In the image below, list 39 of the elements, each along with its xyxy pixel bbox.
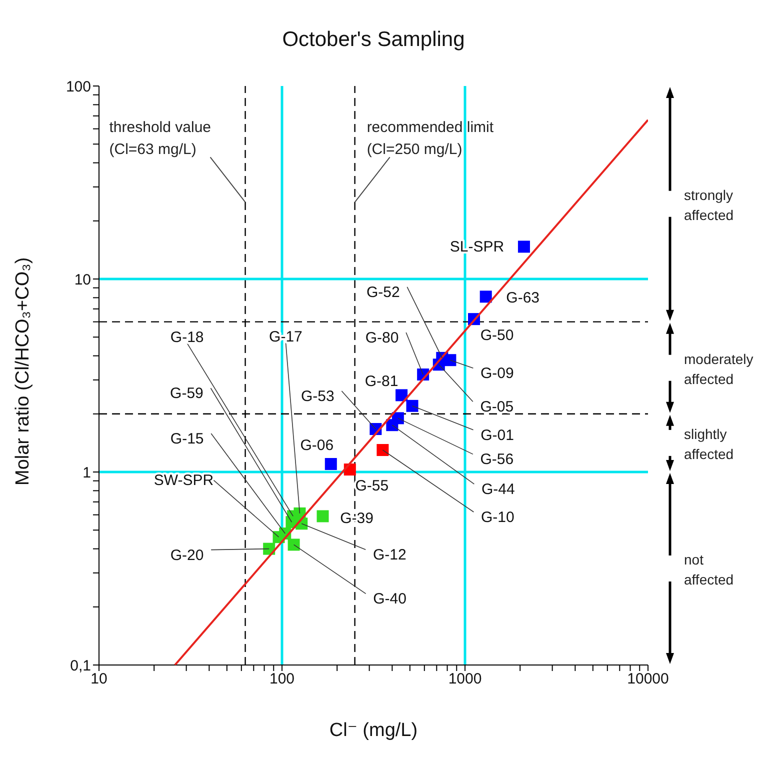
annotation: G-53 <box>300 388 334 406</box>
y-tick-label: 1 <box>82 464 91 482</box>
annotation: G-09 <box>480 365 514 382</box>
text: not affected <box>684 552 734 588</box>
annotation: G-59 <box>170 385 204 402</box>
annotation: G-56 <box>480 451 514 468</box>
y-tick-label: 100 <box>66 78 91 96</box>
x-tick-label: 1000 <box>448 670 482 688</box>
annotation: G-06 <box>300 437 334 454</box>
text: moderately affected <box>684 350 754 387</box>
annotation: G-44 <box>481 481 515 498</box>
annotation: threshold value (Cl=63 mg/L) <box>109 119 212 158</box>
x-tick-label: 100 <box>269 670 295 688</box>
annotation: G-52 <box>366 284 400 301</box>
annotation: G-10 <box>481 509 514 526</box>
annotation: G-80 <box>365 330 399 347</box>
annotation: G-63 <box>506 290 540 307</box>
text: strongly affected <box>684 186 734 223</box>
x-axis-title: Cl⁻ (mg/L) <box>329 720 418 741</box>
annotation: G-39 <box>340 510 374 528</box>
x-tick-label: 10000 <box>627 670 669 688</box>
annotation: G-20 <box>170 546 204 564</box>
annotation: G-18 <box>170 329 204 346</box>
annotation: G-55 <box>355 478 389 495</box>
annotation: G-01 <box>480 426 514 444</box>
annotation: G-50 <box>480 327 514 344</box>
y-tick-label: 0,1 <box>70 657 91 674</box>
annotation: SW-SPR <box>154 472 214 490</box>
annotation: G-15 <box>170 430 204 448</box>
annotation: G-05 <box>480 398 514 416</box>
y-axis-title: Molar ratio (Cl/HCO₃+CO₃) <box>12 257 34 486</box>
annotation: G-40 <box>373 590 406 608</box>
chart-title: October's Sampling <box>281 28 466 52</box>
annotation: recommended limit (Cl=250 mg/L) <box>366 119 494 158</box>
text: slightly affected <box>684 426 734 462</box>
annotation: G-81 <box>364 373 398 390</box>
x-tick-label: 10 <box>90 670 108 688</box>
y-tick-label: 10 <box>74 271 91 288</box>
annotation: G-12 <box>372 546 406 564</box>
